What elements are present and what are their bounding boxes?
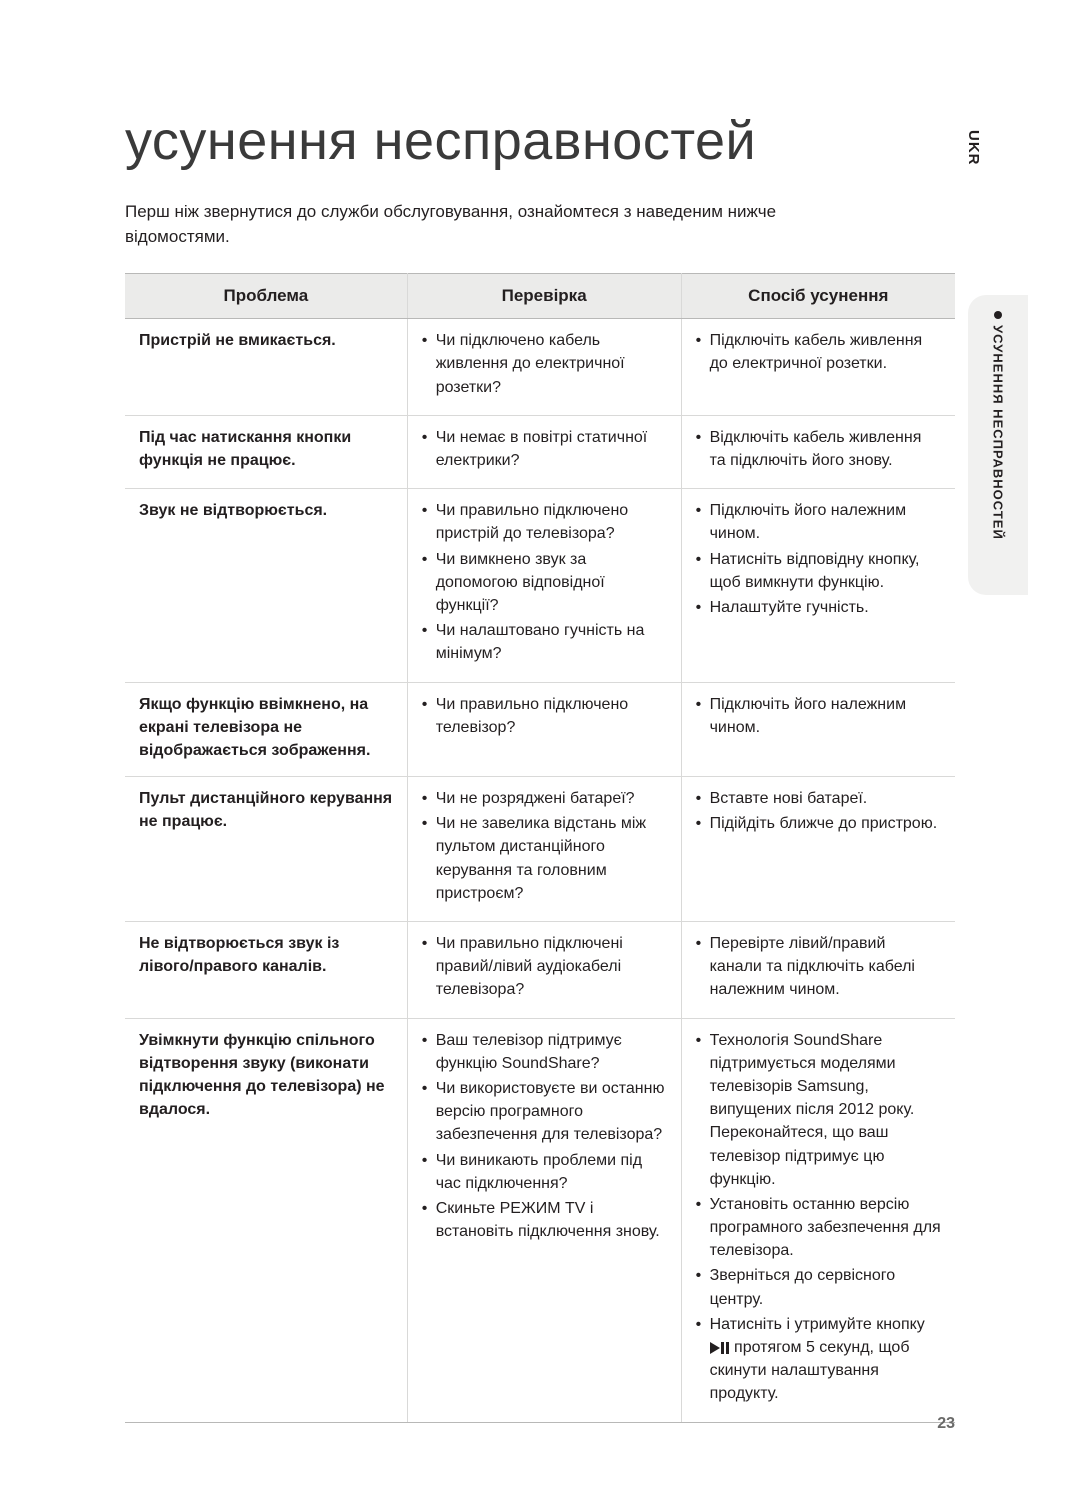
table-row: Якщо функцію ввімкнено, на екрані телеві…: [125, 682, 955, 777]
page-number: 23: [937, 1415, 955, 1433]
header-check: Перевірка: [407, 274, 681, 319]
check-cell: Чи правильно підключені правий/лівий ауд…: [407, 922, 681, 1019]
list-item: Підключіть кабель живлення до електрично…: [696, 329, 941, 375]
list-item: Натисніть відповідну кнопку, щоб вимкнут…: [696, 548, 941, 594]
table-row: Пульт дистанційного керування не працює.…: [125, 777, 955, 922]
problem-cell: Під час натискання кнопки функція не пра…: [125, 415, 407, 488]
list-item: Технологія SoundShare підтримується моде…: [696, 1029, 941, 1191]
bullet-icon: [994, 311, 1002, 319]
table-row: Пристрій не вмикається.Чи підключено каб…: [125, 319, 955, 416]
list-item: Чи не розряджені батареї?: [422, 787, 667, 810]
list-item: Чи вимкнено звук за допомогою відповідно…: [422, 548, 667, 618]
fix-cell: Відключіть кабель живлення та підключіть…: [681, 415, 955, 488]
fix-cell: Підключіть кабель живлення до електрично…: [681, 319, 955, 416]
list-item: Вставте нові батареї.: [696, 787, 941, 810]
list-item: Відключіть кабель живлення та підключіть…: [696, 426, 941, 472]
list-item: Чи налаштовано гучність на мінімум?: [422, 619, 667, 665]
check-cell: Чи немає в повітрі статичної електрики?: [407, 415, 681, 488]
problem-cell: Звук не відтворюється.: [125, 489, 407, 682]
check-cell: Чи не розряджені батареї?Чи не завелика …: [407, 777, 681, 922]
fix-cell: Підключіть його належним чином.Натисніть…: [681, 489, 955, 682]
list-item: Чи виникають проблеми під час підключенн…: [422, 1149, 667, 1195]
problem-cell: Пристрій не вмикається.: [125, 319, 407, 416]
list-item: Чи використовуєте ви останню версію прог…: [422, 1077, 667, 1147]
problem-cell: Пульт дистанційного керування не працює.: [125, 777, 407, 922]
problem-cell: Увімкнути функцію спільного відтворення …: [125, 1018, 407, 1422]
side-section-tab: УСУНЕННЯ НЕСПРАВНОСТЕЙ: [968, 295, 1028, 595]
troubleshooting-table: Проблема Перевірка Спосіб усунення Прист…: [125, 273, 955, 1422]
page-title: усунення несправностей: [125, 110, 955, 172]
table-row: Увімкнути функцію спільного відтворення …: [125, 1018, 955, 1422]
problem-cell: Не відтворюється звук із лівого/правого …: [125, 922, 407, 1019]
check-cell: Чи правильно підключено телевізор?: [407, 682, 681, 777]
fix-cell: Підключіть його належним чином.: [681, 682, 955, 777]
list-item: Підключіть його належним чином.: [696, 499, 941, 545]
list-item: Чи не завелика відстань між пультом дист…: [422, 812, 667, 905]
list-item: Чи правильно підключені правий/лівий ауд…: [422, 932, 667, 1002]
fix-cell: Вставте нові батареї.Підійдіть ближче до…: [681, 777, 955, 922]
header-problem: Проблема: [125, 274, 407, 319]
fix-cell: Технологія SoundShare підтримується моде…: [681, 1018, 955, 1422]
fix-cell: Перевірте лівий/правий канали та підключ…: [681, 922, 955, 1019]
list-item: Ваш телевізор підтримує функцію SoundSha…: [422, 1029, 667, 1075]
check-cell: Чи підключено кабель живлення до електри…: [407, 319, 681, 416]
list-item: Чи немає в повітрі статичної електрики?: [422, 426, 667, 472]
list-item: Перевірте лівий/правий канали та підключ…: [696, 932, 941, 1002]
side-language-tab: UKR: [965, 130, 982, 166]
list-item: Чи правильно підключено телевізор?: [422, 693, 667, 739]
table-row: Не відтворюється звук із лівого/правого …: [125, 922, 955, 1019]
header-fix: Спосіб усунення: [681, 274, 955, 319]
list-item: Підключіть його належним чином.: [696, 693, 941, 739]
play-pause-icon: [710, 1342, 730, 1354]
intro-text: Перш ніж звернутися до служби обслуговув…: [125, 200, 825, 249]
list-item: Чи підключено кабель живлення до електри…: [422, 329, 667, 399]
list-item: Установіть останню версію програмного за…: [696, 1193, 941, 1263]
side-section-label: УСУНЕННЯ НЕСПРАВНОСТЕЙ: [991, 325, 1006, 540]
list-item: Натисніть і утримуйте кнопку протягом 5 …: [696, 1313, 941, 1406]
list-item: Чи правильно підключено пристрій до теле…: [422, 499, 667, 545]
table-row: Звук не відтворюється. Чи правильно підкл…: [125, 489, 955, 682]
manual-page: UKR УСУНЕННЯ НЕСПРАВНОСТЕЙ усунення несп…: [0, 0, 1080, 1473]
list-item: Підійдіть ближче до пристрою.: [696, 812, 941, 835]
table-row: Під час натискання кнопки функція не пра…: [125, 415, 955, 488]
list-item: Налаштуйте гучність.: [696, 596, 941, 619]
problem-cell: Якщо функцію ввімкнено, на екрані телеві…: [125, 682, 407, 777]
check-cell: Чи правильно підключено пристрій до теле…: [407, 489, 681, 682]
list-item: Скиньте РЕЖИМ TV і встановіть підключенн…: [422, 1197, 667, 1243]
check-cell: Ваш телевізор підтримує функцію SoundSha…: [407, 1018, 681, 1422]
list-item: Зверніться до сервісного центру.: [696, 1264, 941, 1310]
